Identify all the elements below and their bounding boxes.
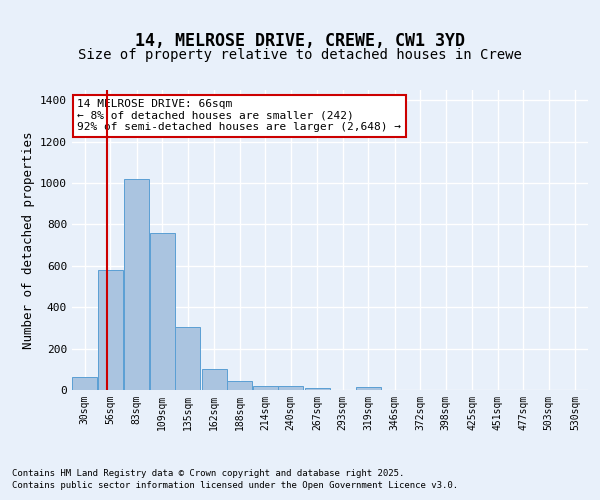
Text: Contains public sector information licensed under the Open Government Licence v3: Contains public sector information licen… bbox=[12, 481, 458, 490]
Bar bbox=[202, 370, 227, 390]
Bar bbox=[72, 376, 97, 390]
Bar bbox=[150, 233, 175, 390]
Bar bbox=[175, 327, 200, 390]
Bar bbox=[98, 270, 123, 390]
Bar bbox=[356, 387, 381, 390]
Text: Size of property relative to detached houses in Crewe: Size of property relative to detached ho… bbox=[78, 48, 522, 62]
Bar bbox=[278, 386, 303, 390]
Bar bbox=[227, 380, 252, 390]
Text: 14, MELROSE DRIVE, CREWE, CW1 3YD: 14, MELROSE DRIVE, CREWE, CW1 3YD bbox=[135, 32, 465, 50]
Bar bbox=[124, 179, 149, 390]
Bar bbox=[305, 388, 330, 390]
Y-axis label: Number of detached properties: Number of detached properties bbox=[22, 131, 35, 349]
Text: Contains HM Land Registry data © Crown copyright and database right 2025.: Contains HM Land Registry data © Crown c… bbox=[12, 468, 404, 477]
Bar bbox=[253, 386, 278, 390]
Text: 14 MELROSE DRIVE: 66sqm
← 8% of detached houses are smaller (242)
92% of semi-de: 14 MELROSE DRIVE: 66sqm ← 8% of detached… bbox=[77, 99, 401, 132]
